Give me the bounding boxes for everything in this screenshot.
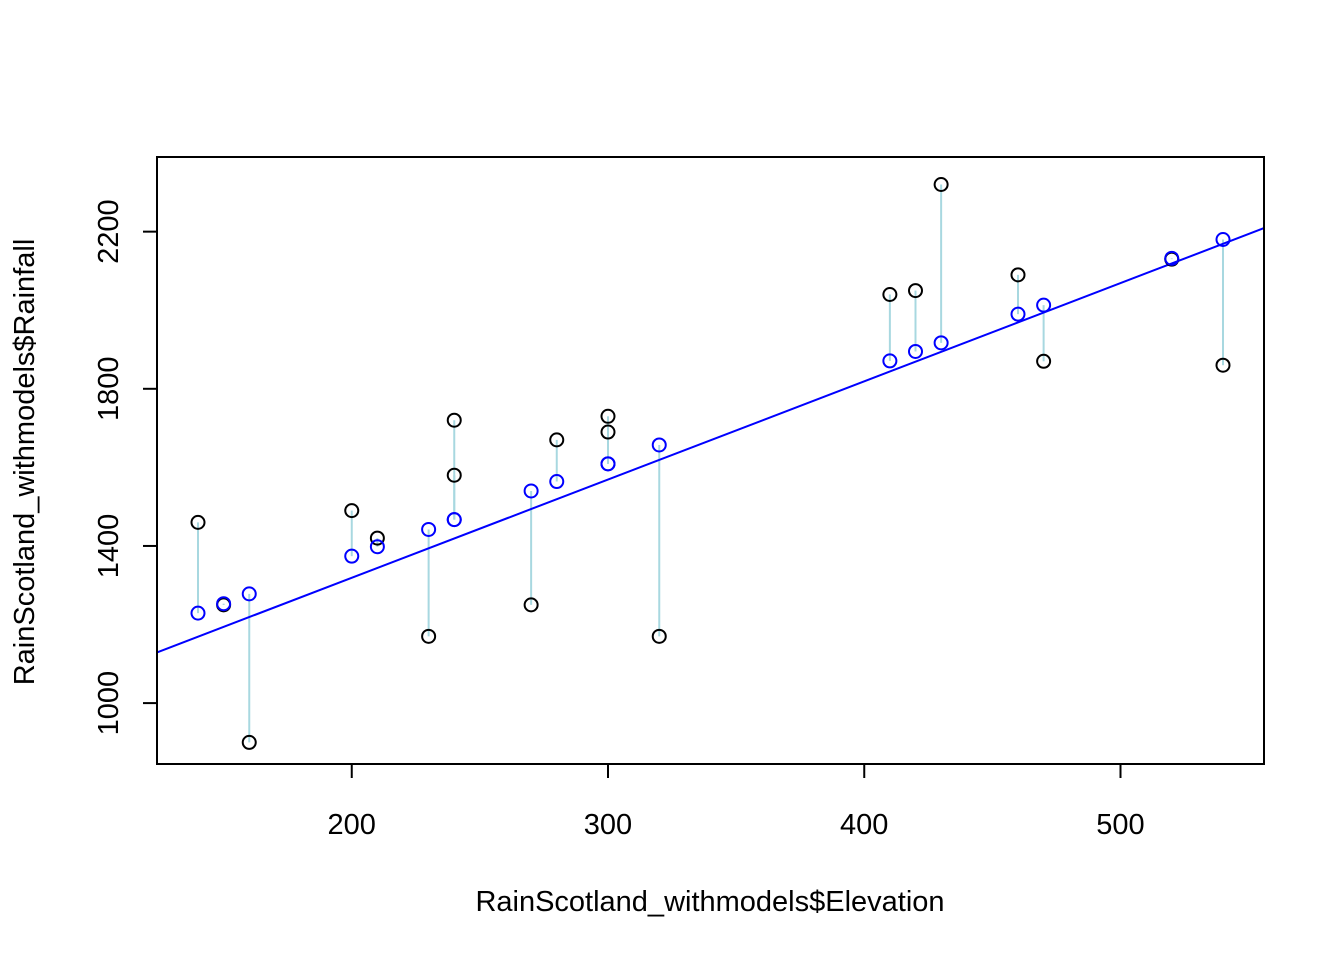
x-tick-label: 500 <box>1096 809 1144 841</box>
observed-point <box>446 412 462 428</box>
fitted-point <box>369 539 385 555</box>
x-axis: 200 300 400 500 <box>328 763 1145 841</box>
observed-point <box>446 467 462 483</box>
fitted-point <box>933 335 949 351</box>
x-axis-title: RainScotland_withmodels$Elevation <box>475 886 944 918</box>
fitted-point <box>190 605 206 621</box>
fitted-point <box>241 586 257 602</box>
fitted-point <box>421 521 437 537</box>
observed-point <box>344 503 360 519</box>
fitted-point <box>344 548 360 564</box>
observed-point <box>241 734 257 750</box>
y-tick-label: 2200 <box>93 199 125 264</box>
observed-points <box>190 177 1231 750</box>
y-tick-label: 1800 <box>93 357 125 422</box>
observed-point <box>1010 267 1026 283</box>
fitted-point <box>1036 297 1052 313</box>
observed-point <box>933 177 949 193</box>
fitted-point <box>1010 306 1026 322</box>
x-tick-label: 400 <box>840 809 888 841</box>
fitted-point <box>908 343 923 359</box>
observed-point <box>369 530 385 546</box>
fitted-point <box>600 456 616 472</box>
observed-point <box>882 287 898 303</box>
fitted-point <box>1215 232 1231 248</box>
observed-point <box>908 283 923 299</box>
observed-point <box>1215 357 1231 373</box>
x-tick-label: 300 <box>584 809 632 841</box>
y-axis-title: RainScotland_withmodels$Rainfall <box>9 239 41 686</box>
fitted-point <box>523 483 539 499</box>
fitted-point <box>446 512 462 528</box>
fitted-point <box>216 596 232 612</box>
observed-point <box>190 514 206 530</box>
fitted-point <box>1164 250 1180 266</box>
plot-frame <box>156 156 1265 765</box>
fitted-point <box>882 353 898 369</box>
x-tick-label: 200 <box>328 809 376 841</box>
fitted-point <box>549 474 565 490</box>
observed-point <box>523 597 539 613</box>
regression-line-group <box>157 227 1264 654</box>
y-tick-label: 1400 <box>93 514 125 579</box>
observed-point <box>651 628 667 644</box>
regression-line <box>157 227 1264 654</box>
fitted-points <box>190 232 1231 621</box>
observed-point <box>600 424 616 440</box>
observed-point <box>1036 353 1052 369</box>
residual-lines <box>197 184 1224 743</box>
observed-point <box>421 628 437 644</box>
y-tick-label: 1000 <box>93 671 125 736</box>
observed-point <box>549 432 565 448</box>
fitted-point <box>651 437 667 453</box>
y-axis: 1000 1400 1800 2200 <box>93 199 158 736</box>
observed-point <box>600 408 616 424</box>
